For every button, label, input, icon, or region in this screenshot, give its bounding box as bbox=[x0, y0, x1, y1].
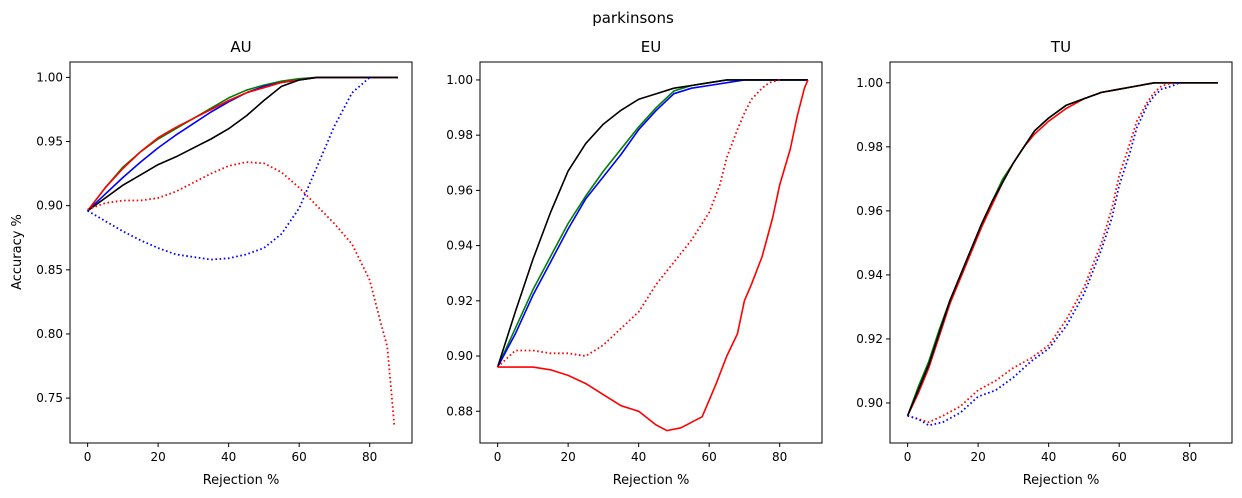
x-tick-label-eu-1: 20 bbox=[561, 450, 576, 464]
x-tick-label-eu-2: 40 bbox=[631, 450, 646, 464]
y-tick-label-eu-0: 0.88 bbox=[446, 404, 473, 418]
series-line-au-4 bbox=[87, 161, 396, 427]
x-axis-label-tu: Rejection % bbox=[1023, 473, 1100, 488]
y-tick-label-tu-0: 0.90 bbox=[856, 396, 883, 410]
x-tick-label-au-3: 60 bbox=[292, 450, 307, 464]
series-line-eu-4 bbox=[496, 79, 780, 368]
x-tick-label-au-0: 0 bbox=[84, 450, 92, 464]
series-line-eu-2 bbox=[496, 79, 808, 368]
x-tick-label-tu-1: 20 bbox=[971, 450, 986, 464]
y-tick-label-tu-3: 0.96 bbox=[856, 204, 883, 218]
x-tick-label-au-1: 20 bbox=[151, 450, 166, 464]
y-tick-label-au-2: 0.85 bbox=[36, 263, 63, 277]
y-tick-label-au-3: 0.90 bbox=[36, 199, 63, 213]
series-line-tu-3 bbox=[907, 81, 1173, 424]
x-axis-label-eu: Rejection % bbox=[613, 473, 690, 488]
y-tick-label-tu-2: 0.94 bbox=[856, 268, 883, 282]
y-tick-label-tu-5: 1.00 bbox=[856, 76, 883, 90]
x-tick-label-eu-3: 60 bbox=[702, 450, 717, 464]
y-tick-label-au-0: 0.75 bbox=[36, 391, 63, 405]
y-axis-label-au: Accuracy % bbox=[10, 214, 25, 290]
x-tick-label-tu-3: 60 bbox=[1112, 450, 1127, 464]
panel-au: AU Rejection % Accuracy % 0 20 40 60 80 0.75 0… bbox=[10, 38, 413, 488]
series-line-au-3 bbox=[87, 76, 398, 212]
y-tick-label-eu-3: 0.94 bbox=[446, 239, 473, 253]
panel-title-tu: TU bbox=[1050, 38, 1071, 56]
y-tick-label-eu-5: 0.98 bbox=[446, 128, 473, 142]
y-tick-label-eu-4: 0.96 bbox=[446, 183, 473, 197]
figure-suptitle: parkinsons bbox=[592, 9, 674, 27]
y-tick-label-eu-2: 0.92 bbox=[446, 294, 473, 308]
series-line-au-2 bbox=[86, 76, 398, 212]
x-tick-label-tu-2: 40 bbox=[1041, 450, 1056, 464]
axes-frame-eu bbox=[479, 61, 823, 444]
series-line-tu-1 bbox=[906, 82, 1218, 417]
x-tick-label-au-2: 40 bbox=[221, 450, 236, 464]
series-line-eu-1 bbox=[496, 79, 808, 368]
y-tick-label-eu-6: 1.00 bbox=[446, 73, 473, 87]
y-tick-label-tu-4: 0.98 bbox=[856, 140, 883, 154]
series-line-tu-0 bbox=[906, 82, 1218, 417]
series-line-au-0 bbox=[86, 76, 398, 212]
series-line-au-1 bbox=[87, 76, 398, 212]
x-tick-label-eu-4: 80 bbox=[772, 450, 787, 464]
x-tick-label-au-4: 80 bbox=[362, 450, 377, 464]
series-line-au-5 bbox=[87, 76, 371, 261]
x-tick-label-eu-0: 0 bbox=[494, 450, 502, 464]
y-tick-label-tu-1: 0.92 bbox=[856, 332, 883, 346]
panel-title-au: AU bbox=[230, 38, 251, 56]
y-tick-label-eu-1: 0.90 bbox=[446, 349, 473, 363]
y-tick-label-au-5: 1.00 bbox=[36, 70, 63, 84]
axes-frame-au bbox=[69, 61, 413, 444]
panel-eu: EU Rejection % 0 20 40 60 80 0.88 0.90 0.92 0.94… bbox=[446, 38, 823, 488]
panel-tu: TU Rejection % 0 20 40 60 80 0.90 0.92 0.94 0.96… bbox=[856, 38, 1233, 488]
series-line-tu-2 bbox=[906, 82, 1218, 417]
y-tick-label-au-4: 0.95 bbox=[36, 135, 63, 149]
axes-frame-tu bbox=[889, 61, 1233, 444]
series-line-eu-3 bbox=[497, 79, 809, 432]
y-tick-label-au-1: 0.80 bbox=[36, 327, 63, 341]
x-tick-label-tu-0: 0 bbox=[904, 450, 912, 464]
x-tick-label-tu-4: 80 bbox=[1182, 450, 1197, 464]
panel-title-eu: EU bbox=[641, 38, 661, 56]
x-axis-label-au: Rejection % bbox=[203, 473, 280, 488]
series-line-eu-0 bbox=[496, 79, 808, 368]
series-line-tu-4 bbox=[907, 81, 1180, 427]
